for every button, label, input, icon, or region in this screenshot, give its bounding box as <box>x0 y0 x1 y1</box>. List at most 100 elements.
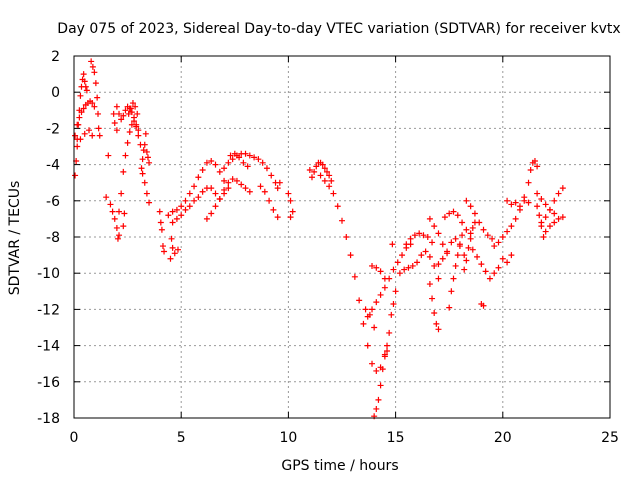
data-point <box>377 382 384 389</box>
data-point <box>431 310 438 317</box>
data-point <box>238 181 245 188</box>
y-tick-label: -12 <box>37 302 60 318</box>
data-point <box>173 206 180 213</box>
data-point <box>225 185 232 192</box>
data-point <box>131 118 138 125</box>
data-point <box>110 110 117 117</box>
data-point <box>542 214 549 221</box>
data-point <box>508 201 515 208</box>
data-point <box>116 232 123 239</box>
data-point <box>471 210 478 217</box>
data-point <box>212 161 219 168</box>
data-point <box>113 103 120 110</box>
data-point <box>439 241 446 248</box>
data-point <box>225 159 232 166</box>
data-point <box>139 170 146 177</box>
data-point <box>88 58 95 65</box>
data-point <box>125 110 132 117</box>
data-point <box>388 311 395 318</box>
data-point <box>394 259 401 266</box>
data-point <box>208 157 215 164</box>
data-point <box>229 176 236 183</box>
data-point <box>381 284 388 291</box>
data-point <box>384 342 391 349</box>
data-point <box>141 179 148 186</box>
data-point <box>461 252 468 259</box>
data-point <box>233 177 240 184</box>
data-point <box>538 219 545 226</box>
data-point <box>270 206 277 213</box>
data-point <box>80 71 87 78</box>
data-point <box>448 239 455 246</box>
data-point <box>478 261 485 268</box>
data-point <box>459 219 466 226</box>
data-point <box>411 232 418 239</box>
data-point <box>208 210 215 217</box>
data-point <box>486 275 493 282</box>
data-point <box>124 139 131 146</box>
data-point <box>390 266 397 273</box>
data-point <box>246 188 253 195</box>
data-point <box>308 174 315 181</box>
data-point <box>534 163 541 170</box>
data-point <box>551 197 558 204</box>
data-point <box>386 329 393 336</box>
data-point <box>143 190 150 197</box>
data-point <box>321 165 328 172</box>
data-point <box>512 215 519 222</box>
x-tick-label: 25 <box>601 430 619 446</box>
data-point <box>195 194 202 201</box>
data-point <box>454 252 461 259</box>
data-point <box>508 252 515 259</box>
data-point <box>444 248 451 255</box>
data-point <box>178 212 185 219</box>
data-point <box>373 405 380 412</box>
data-point <box>439 255 446 262</box>
data-point <box>369 262 376 269</box>
data-point <box>255 156 262 163</box>
y-tick-label: -10 <box>37 266 60 282</box>
data-point <box>323 168 330 175</box>
data-point <box>373 264 380 271</box>
data-point <box>268 172 275 179</box>
data-point <box>171 250 178 257</box>
data-point <box>96 132 103 139</box>
data-point <box>546 206 553 213</box>
data-point <box>555 190 562 197</box>
data-point <box>463 226 470 233</box>
data-point <box>212 190 219 197</box>
data-point <box>266 197 273 204</box>
data-point <box>426 253 433 260</box>
data-point <box>121 210 128 217</box>
data-point <box>173 215 180 222</box>
data-point <box>199 167 206 174</box>
data-point <box>159 243 166 250</box>
data-point <box>133 121 140 128</box>
data-point <box>390 300 397 307</box>
data-point <box>454 212 461 219</box>
data-point <box>435 261 442 268</box>
data-point <box>504 228 511 235</box>
x-axis-label: GPS time / hours <box>281 458 398 474</box>
data-point <box>542 228 549 235</box>
data-point <box>208 185 215 192</box>
data-point <box>141 141 148 148</box>
data-point <box>375 396 382 403</box>
data-point <box>276 179 283 186</box>
data-point <box>435 326 442 333</box>
y-tick-label: -8 <box>46 230 60 246</box>
data-point <box>334 203 341 210</box>
data-point <box>480 226 487 233</box>
data-point <box>80 105 87 112</box>
data-point <box>212 203 219 210</box>
data-point <box>143 148 150 155</box>
data-point <box>182 206 189 213</box>
data-point <box>236 154 243 161</box>
data-point <box>559 214 566 221</box>
data-point <box>146 159 153 166</box>
data-point <box>450 208 457 215</box>
data-point <box>77 92 84 99</box>
data-point <box>135 132 142 139</box>
data-point <box>246 152 253 159</box>
data-point <box>116 110 123 117</box>
